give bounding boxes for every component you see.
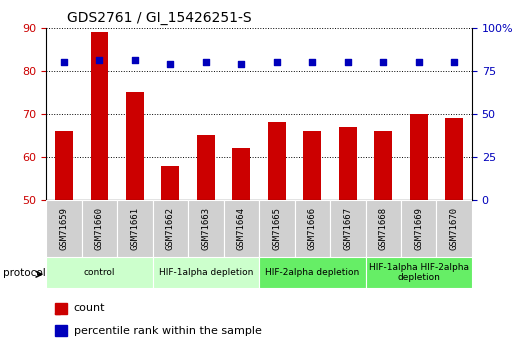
Bar [339, 127, 357, 200]
Point [95, 58, 104, 63]
Bar [232, 148, 250, 200]
Point [237, 61, 245, 67]
Bar [152, 257, 259, 288]
Point [344, 59, 352, 65]
Point [166, 61, 174, 67]
Text: count: count [74, 303, 105, 313]
Text: GSM71665: GSM71665 [272, 207, 281, 250]
Bar [259, 200, 294, 257]
Bar [401, 200, 437, 257]
Text: HIF-1alpha depletion: HIF-1alpha depletion [159, 268, 253, 277]
Point [273, 59, 281, 65]
Text: GSM71661: GSM71661 [130, 207, 140, 250]
Bar [374, 131, 392, 200]
Bar [330, 200, 365, 257]
Bar [410, 114, 428, 200]
Text: GSM71666: GSM71666 [308, 207, 317, 250]
Bar [268, 122, 286, 200]
Bar [117, 200, 152, 257]
Text: percentile rank within the sample: percentile rank within the sample [74, 326, 262, 336]
Text: GDS2761 / GI_15426251-S: GDS2761 / GI_15426251-S [67, 11, 252, 25]
Bar [365, 200, 401, 257]
Bar [55, 131, 73, 200]
Text: GSM71668: GSM71668 [379, 207, 388, 250]
Bar [197, 136, 215, 200]
Bar [437, 200, 472, 257]
Text: HIF-2alpha depletion: HIF-2alpha depletion [265, 268, 360, 277]
Text: GSM71667: GSM71667 [343, 207, 352, 250]
Bar [294, 200, 330, 257]
Text: GSM71670: GSM71670 [450, 207, 459, 250]
Bar [152, 200, 188, 257]
Text: HIF-1alpha HIF-2alpha
depletion: HIF-1alpha HIF-2alpha depletion [369, 263, 469, 282]
Bar [445, 118, 463, 200]
Bar [90, 32, 108, 200]
Text: control: control [84, 268, 115, 277]
Bar [126, 92, 144, 200]
Bar [365, 257, 472, 288]
Text: GSM71659: GSM71659 [60, 207, 68, 250]
Text: GSM71669: GSM71669 [414, 207, 423, 250]
Bar [259, 257, 365, 288]
Bar [162, 166, 179, 200]
Bar [46, 200, 82, 257]
Point [415, 59, 423, 65]
Text: protocol: protocol [3, 268, 45, 277]
Point [450, 59, 458, 65]
Point [379, 59, 387, 65]
Text: GSM71664: GSM71664 [237, 207, 246, 250]
Point [202, 59, 210, 65]
Text: GSM71663: GSM71663 [201, 207, 210, 250]
Text: GSM71662: GSM71662 [166, 207, 175, 250]
Text: GSM71660: GSM71660 [95, 207, 104, 250]
Bar [55, 303, 68, 314]
Bar [55, 313, 60, 314]
Point [308, 59, 317, 65]
Point [60, 59, 68, 65]
Bar [224, 200, 259, 257]
Bar [46, 257, 153, 288]
Bar [303, 131, 321, 200]
Point [131, 58, 139, 63]
Bar [188, 200, 224, 257]
Bar [55, 325, 68, 336]
Bar [82, 200, 117, 257]
